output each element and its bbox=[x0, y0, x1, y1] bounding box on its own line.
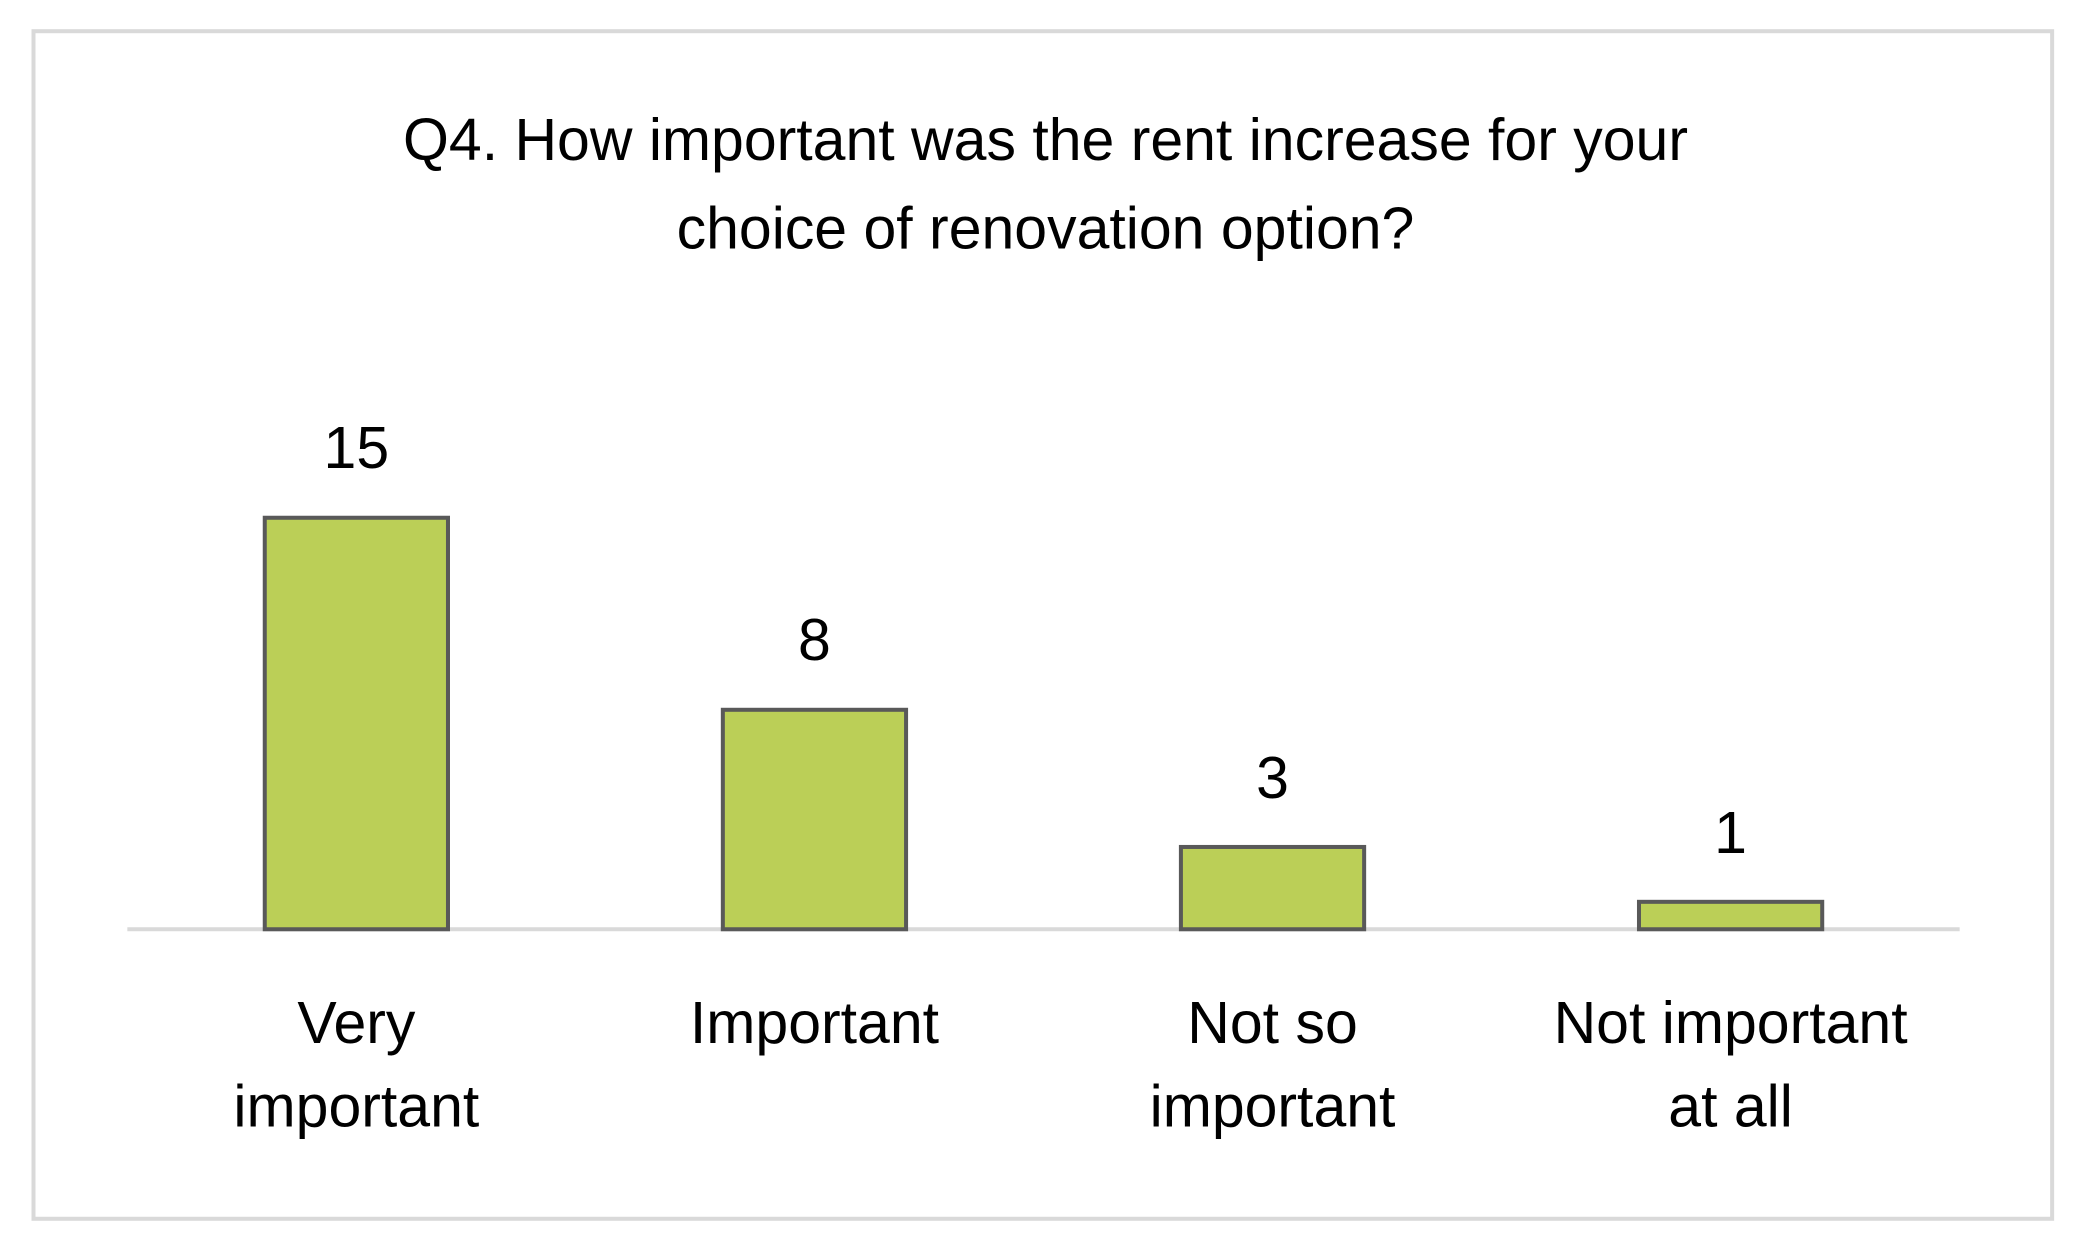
bar bbox=[1178, 844, 1367, 932]
x-tick-label-box: Not so important bbox=[1149, 990, 1396, 1141]
x-tick-label: Very important bbox=[233, 990, 480, 1141]
data-label-box: 15 bbox=[323, 415, 390, 482]
x-tick-label: Not so important bbox=[1149, 990, 1396, 1141]
data-label-box: 1 bbox=[1714, 799, 1748, 866]
data-label: 8 bbox=[798, 607, 831, 674]
chart-title-box: Q4. How important was the rent increase … bbox=[403, 107, 1688, 262]
chart-title: Q4. How important was the rent increase … bbox=[403, 107, 1688, 262]
x-tick-label: Important bbox=[689, 990, 940, 1057]
x-tick-label-box: Important bbox=[689, 990, 940, 1057]
x-tick-label-box: Very important bbox=[233, 990, 480, 1141]
bar bbox=[720, 707, 909, 932]
bar bbox=[262, 515, 451, 932]
bar bbox=[1636, 899, 1825, 932]
data-label: 15 bbox=[323, 415, 390, 482]
data-label: 1 bbox=[1714, 799, 1748, 866]
data-label-box: 8 bbox=[798, 607, 831, 674]
x-tick-label: Not important at all bbox=[1553, 990, 1908, 1141]
data-label: 3 bbox=[1256, 745, 1289, 811]
data-label-box: 3 bbox=[1256, 745, 1289, 811]
x-tick-label-box: Not important at all bbox=[1553, 990, 1908, 1141]
